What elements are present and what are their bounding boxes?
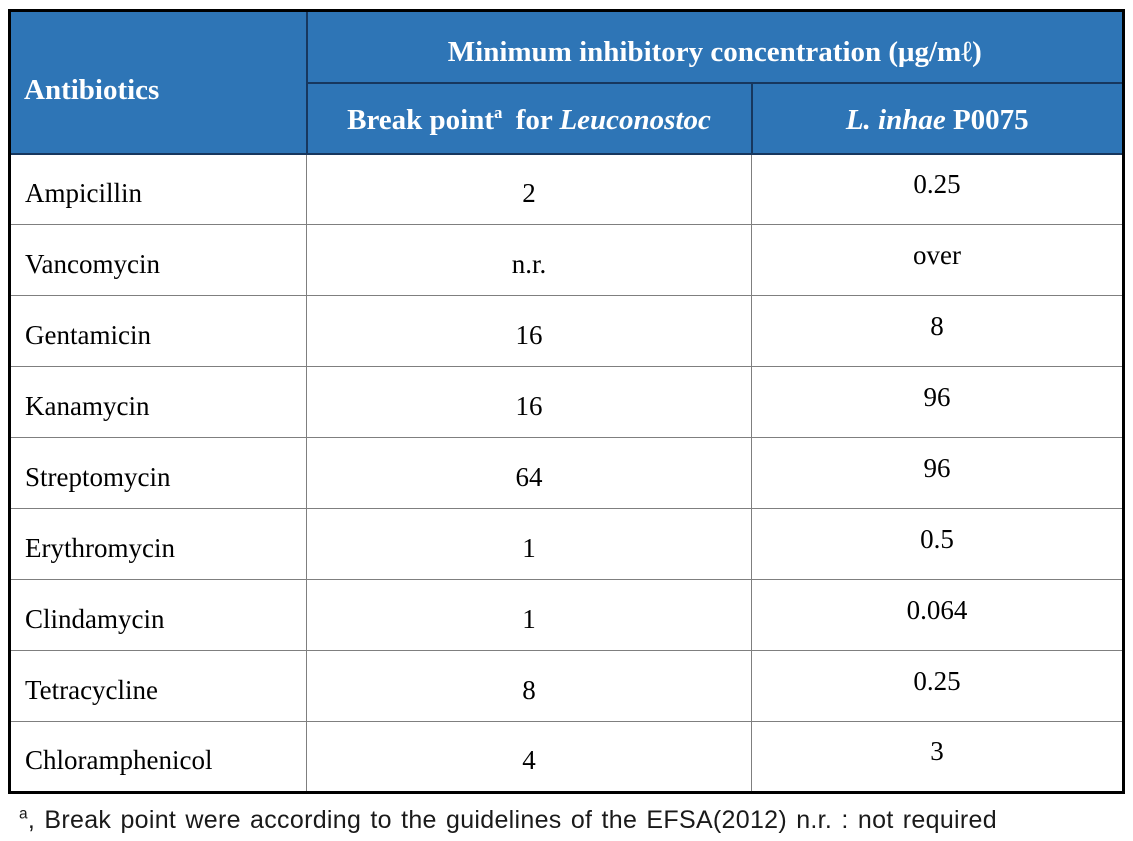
table-row: Gentamicin 16 8 [9,295,1125,367]
breakpoint-prefix: Break point [347,103,495,136]
table-row: Streptomycin 64 96 [9,437,1125,509]
header-strain-label: L. inhae P0075 [846,104,1029,137]
header-strain: L. inhae P0075 [750,81,1125,155]
header-mic-title-label: Minimum inhibitory concentration (μg/mℓ) [447,36,982,69]
table-body: Ampicillin 2 0.25 Vancomycin n.r. over G… [9,153,1125,793]
table-header: Antibiotics Minimum inhibitory concentra… [8,9,1125,155]
antibiotic-cell: Vancomycin [9,224,307,296]
mic-value: 96 [923,381,951,412]
antibiotic-name: Erythromycin [25,532,175,563]
antibiotic-name: Tetracycline [25,674,159,705]
antibiotic-cell: Tetracycline [9,650,307,722]
antibiotic-name: Vancomycin [25,248,160,279]
mic-cell: 0.064 [750,579,1125,651]
breakpoint-cell: 1 [306,579,752,651]
table-row: Chloramphenicol 4 3 [9,721,1125,793]
table-row: Tetracycline 8 0.25 [9,650,1125,722]
antibiotic-name: Clindamycin [25,603,165,634]
header-row-sub: Break pointa for Leuconostoc L. inhae P0… [10,81,1125,155]
mic-value: over [913,239,961,270]
antibiotic-cell: Gentamicin [9,295,307,367]
mic-value: 3 [930,736,944,766]
antibiotic-cell: Kanamycin [9,366,307,438]
footnote-superscript: a [19,805,28,823]
header-mic-title: Minimum inhibitory concentration (μg/mℓ) [305,9,1125,84]
breakpoint-cell: 16 [306,295,752,367]
breakpoint-value: 1 [522,603,536,634]
breakpoint-value: 16 [515,390,543,421]
breakpoint-cell: 1 [306,508,752,580]
mic-cell: 3 [750,721,1125,793]
breakpoint-value: 4 [522,745,536,775]
table-row: Ampicillin 2 0.25 [9,153,1125,225]
antibiotic-name: Streptomycin [25,461,171,492]
breakpoint-value: 16 [515,319,543,350]
header-antibiotics-label: Antibiotics [24,73,160,106]
mic-cell: 0.25 [750,153,1125,225]
breakpoint-value: n.r. [511,248,547,279]
mic-cell: 96 [750,437,1125,509]
breakpoint-middle: for [508,103,560,136]
breakpoint-genus-italic: Leuconostoc [559,103,711,136]
antibiotic-name: Kanamycin [25,390,150,421]
antibiotic-cell: Ampicillin [9,153,307,225]
mic-value: 0.25 [913,168,961,199]
table-row: Erythromycin 1 0.5 [9,508,1125,580]
strain-species-italic: L. inhae [845,103,946,136]
strain-code: P0075 [945,103,1029,136]
antibiotic-cell: Chloramphenicol [9,721,307,793]
mic-value: 0.064 [906,594,968,625]
mic-cell: over [750,224,1125,296]
breakpoint-cell: 64 [306,437,752,509]
antibiotic-cell: Clindamycin [9,579,307,651]
antibiotic-cell: Erythromycin [9,508,307,580]
breakpoint-cell: 8 [306,650,752,722]
table-row: Vancomycin n.r. over [9,224,1125,296]
breakpoint-cell: n.r. [306,224,752,296]
breakpoint-cell: 2 [306,153,752,225]
breakpoint-value: 8 [522,674,536,705]
breakpoint-cell: 4 [306,721,752,793]
header-row-top: Antibiotics Minimum inhibitory concentra… [8,9,1125,155]
mic-cell: 8 [750,295,1125,367]
antibiotic-name: Gentamicin [25,319,151,350]
header-breakpoint-label: Break pointa for Leuconostoc [347,104,711,137]
footnote: a, Break point were according to the gui… [19,806,997,835]
mic-table: Antibiotics Minimum inhibitory concentra… [8,9,1126,794]
breakpoint-value: 2 [522,177,536,208]
breakpoint-superscript: a [494,102,503,122]
breakpoint-value: 64 [515,461,543,492]
mic-value: 0.5 [920,523,954,554]
mic-cell: 0.5 [750,508,1125,580]
header-antibiotics: Antibiotics [8,9,308,155]
header-breakpoint: Break pointa for Leuconostoc [305,81,753,155]
mic-cell: 96 [750,366,1125,438]
footnote-text: , Break point were according to the guid… [27,806,997,834]
table-row: Clindamycin 1 0.064 [9,579,1125,651]
antibiotic-cell: Streptomycin [9,437,307,509]
mic-value: 96 [923,452,951,483]
mic-value: 8 [930,310,944,341]
antibiotic-name: Ampicillin [25,177,142,208]
breakpoint-cell: 16 [306,366,752,438]
breakpoint-value: 1 [522,532,536,563]
mic-cell: 0.25 [750,650,1125,722]
antibiotic-name: Chloramphenicol [25,745,213,775]
mic-value: 0.25 [913,665,961,696]
table-row: Kanamycin 16 96 [9,366,1125,438]
